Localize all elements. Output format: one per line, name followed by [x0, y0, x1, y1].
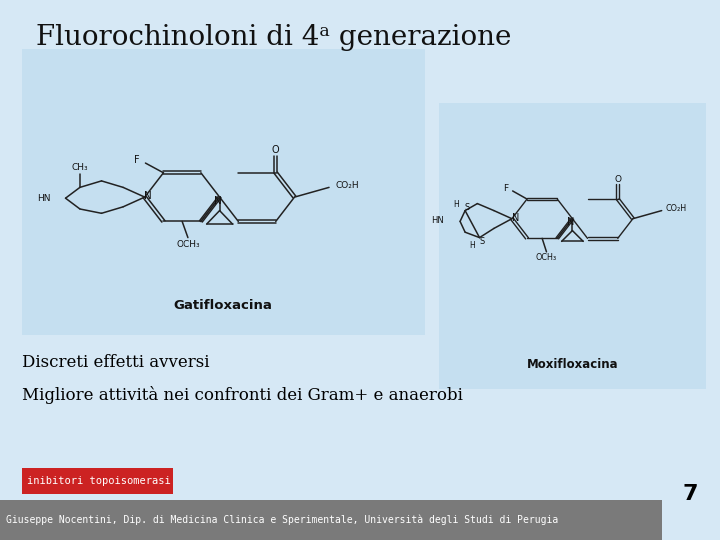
Text: Discreti effetti avversi: Discreti effetti avversi	[22, 354, 209, 370]
Text: N: N	[567, 218, 574, 227]
Text: H: H	[453, 200, 459, 208]
Text: O: O	[614, 174, 621, 184]
FancyBboxPatch shape	[22, 49, 425, 335]
Text: S: S	[479, 237, 485, 246]
Text: N: N	[214, 197, 221, 206]
Text: H: H	[469, 241, 475, 250]
FancyBboxPatch shape	[0, 500, 662, 540]
Text: F: F	[134, 155, 140, 165]
Text: 7: 7	[683, 484, 698, 504]
Text: inibitori topoisomerasi: inibitori topoisomerasi	[27, 476, 171, 486]
Text: Gatifloxacina: Gatifloxacina	[174, 299, 273, 312]
Text: Giuseppe Nocentini, Dip. di Medicina Clinica e Sperimentale, Università degli St: Giuseppe Nocentini, Dip. di Medicina Cli…	[6, 515, 558, 525]
FancyBboxPatch shape	[439, 103, 706, 389]
Text: CO₂H: CO₂H	[336, 181, 359, 190]
Text: OCH₃: OCH₃	[536, 253, 557, 262]
Text: N: N	[512, 213, 519, 222]
Text: CH₃: CH₃	[71, 163, 89, 172]
Text: HN: HN	[431, 216, 444, 225]
Text: CO₂H: CO₂H	[665, 205, 687, 213]
Text: Migliore attività nei confronti dei Gram+ e anaerobi: Migliore attività nei confronti dei Gram…	[22, 386, 462, 404]
Text: HN: HN	[37, 194, 51, 202]
Text: F: F	[503, 184, 508, 193]
Text: N: N	[145, 191, 152, 201]
FancyBboxPatch shape	[22, 468, 173, 494]
Text: Moxifloxacina: Moxifloxacina	[526, 358, 618, 371]
Text: OCH₃: OCH₃	[177, 240, 200, 249]
Text: Fluorochinoloni di 4ᵃ generazione: Fluorochinoloni di 4ᵃ generazione	[36, 24, 511, 51]
Text: O: O	[272, 145, 279, 155]
Text: S: S	[464, 204, 470, 212]
